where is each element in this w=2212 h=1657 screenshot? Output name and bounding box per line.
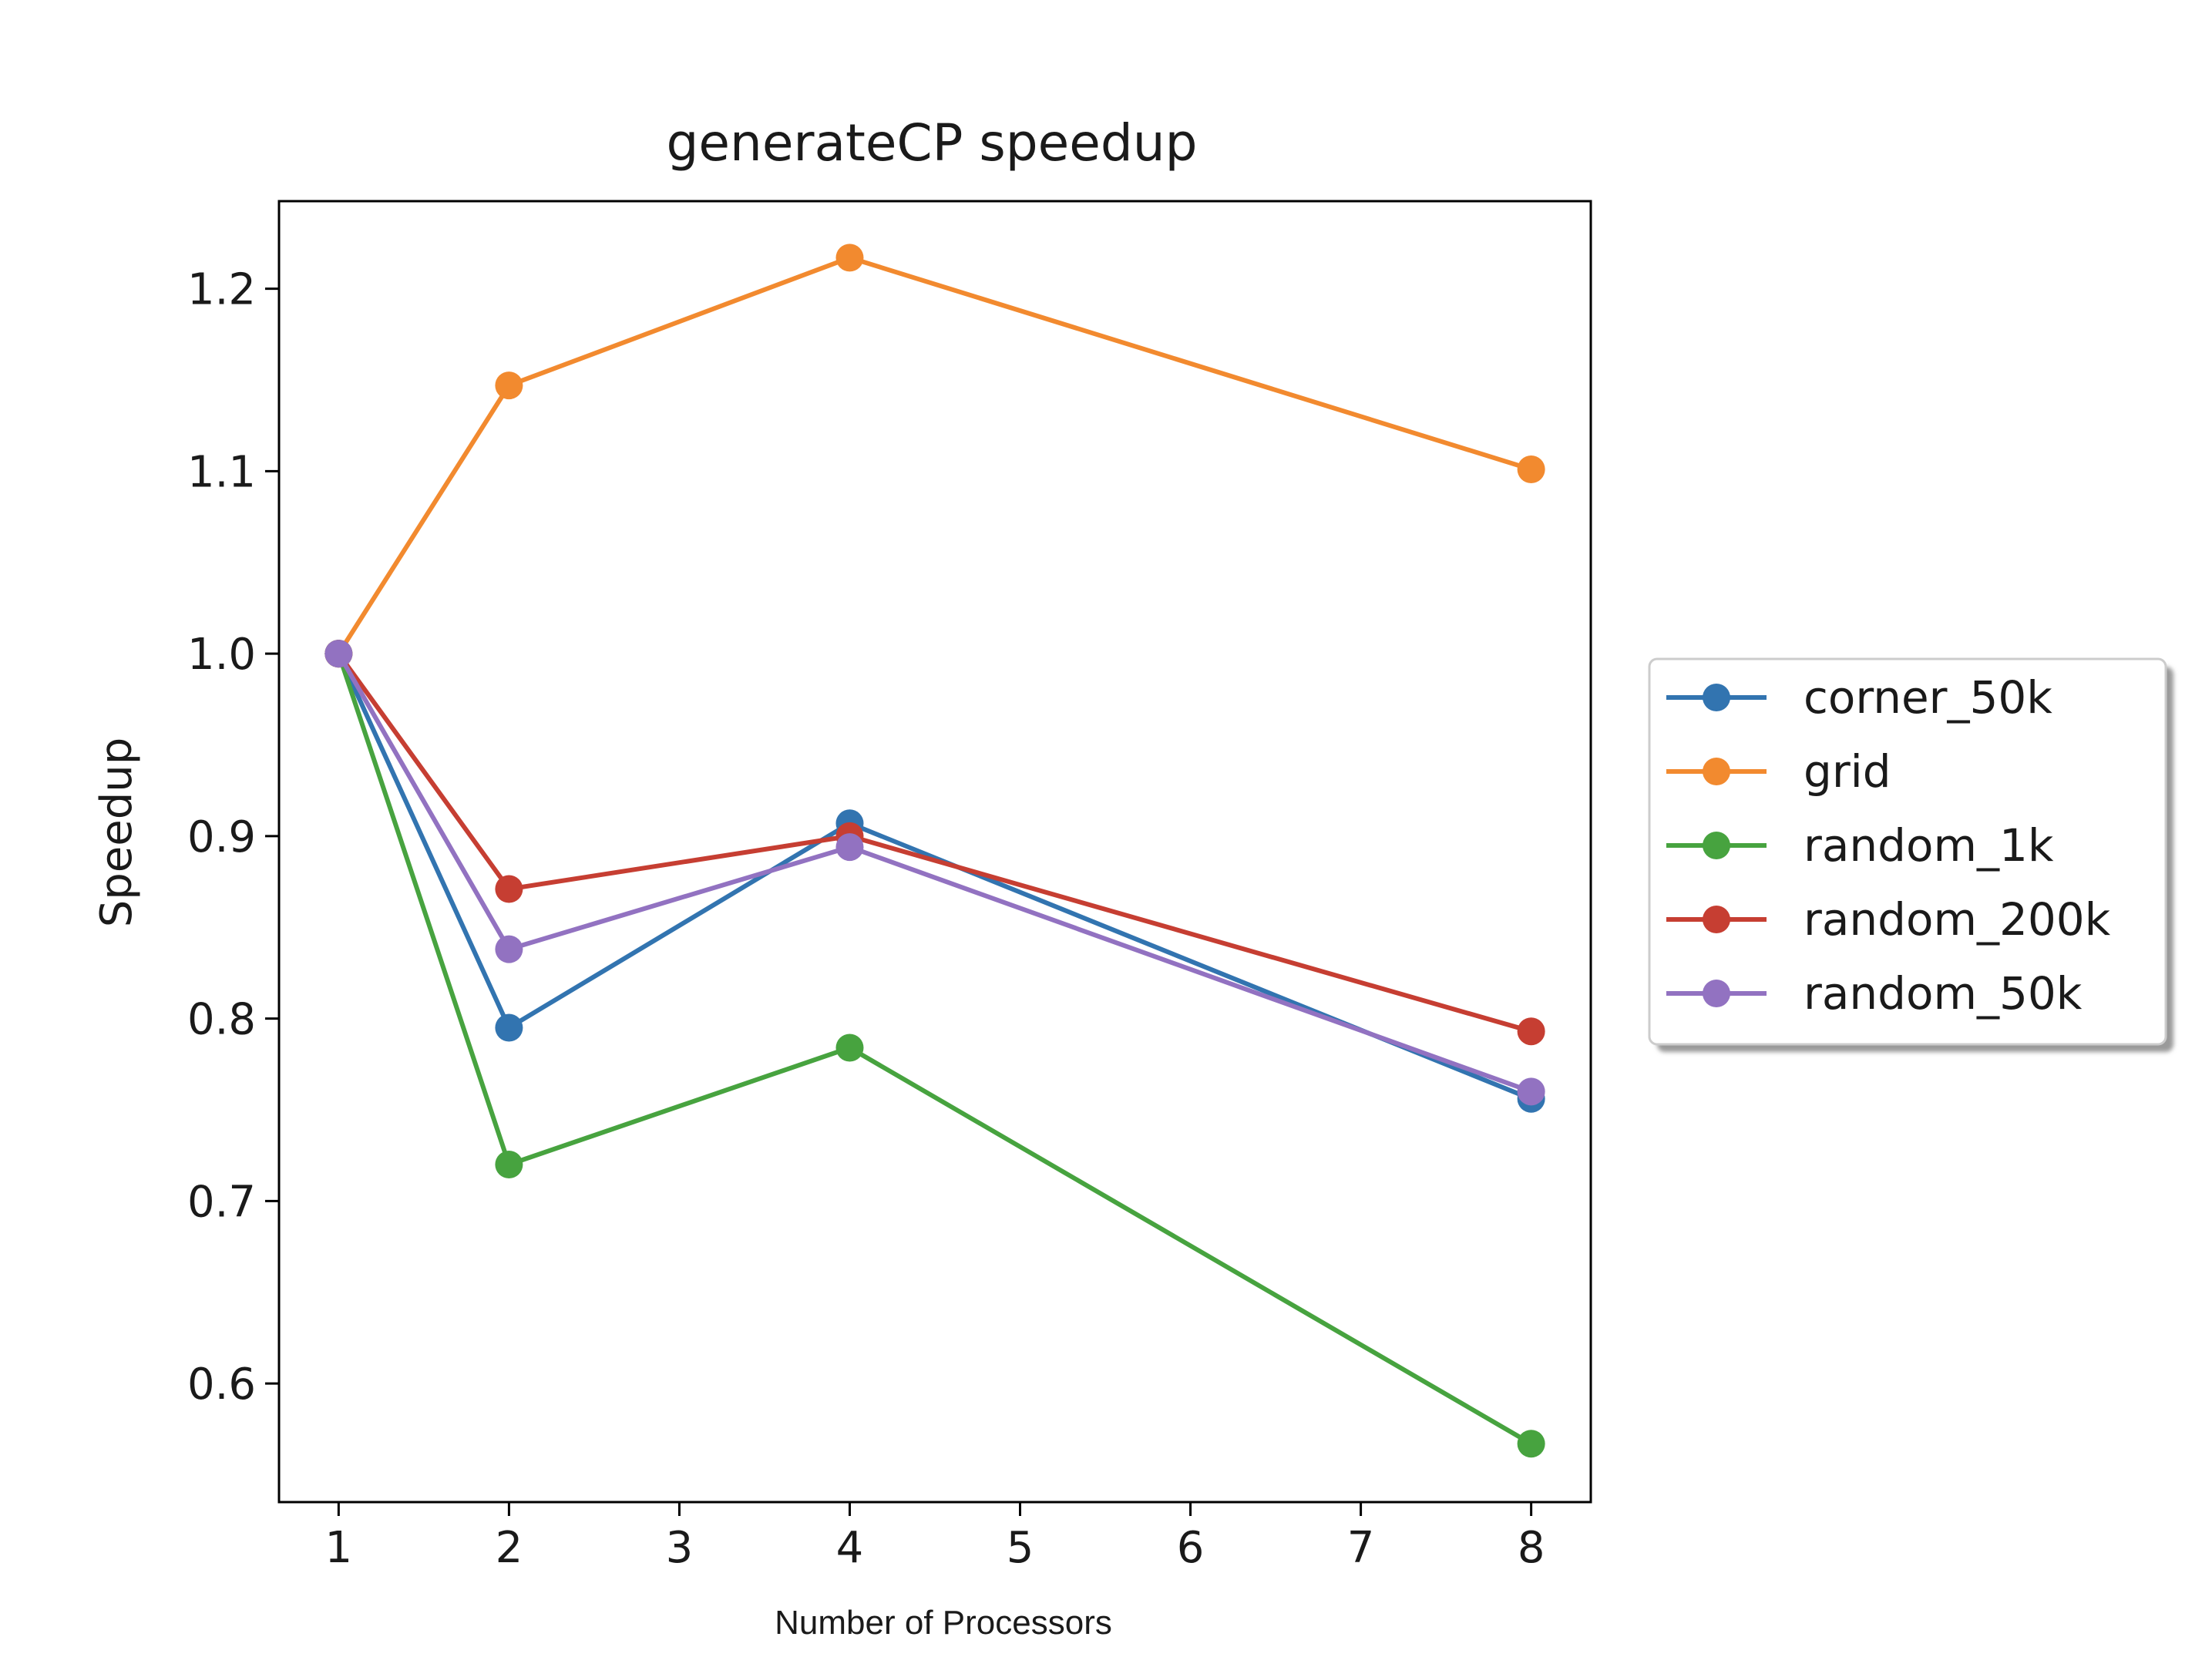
x-tick-label-8: 8 [1518, 1523, 1545, 1573]
legend-item-corner_50k: corner_50k [1666, 671, 2052, 724]
legend-box [1648, 657, 2167, 1046]
x-tick-label-5: 5 [1007, 1523, 1034, 1573]
x-tick-label-1: 1 [325, 1523, 353, 1573]
y-tick-label-0.7: 0.7 [187, 1177, 256, 1227]
x-tick-label-6: 6 [1177, 1523, 1205, 1573]
legend-marker-random_200k [1703, 906, 1730, 933]
data-point-random_50k-4 [835, 833, 864, 862]
legend-item-random_1k: random_1k [1666, 819, 2054, 872]
series-random_200k [324, 640, 1545, 1046]
series-line-grid [336, 255, 1532, 655]
series-random_50k [324, 640, 1545, 1106]
plot-area [277, 200, 1592, 1504]
series-random_1k [324, 640, 1545, 1458]
x-tick-label-7: 7 [1347, 1523, 1375, 1573]
series-grid [324, 244, 1545, 668]
x-axis-label: Number of Processors [775, 1604, 1112, 1642]
x-axis: 1 2 3 4 5 6 7 8 [325, 1502, 1545, 1573]
data-point-corner_50k-2 [495, 1013, 523, 1042]
legend-marker-corner_50k [1703, 684, 1730, 711]
data-point-random_1k-4 [835, 1034, 864, 1062]
y-tick-label-1.0: 1.0 [187, 630, 256, 680]
series-line-corner_50k [336, 652, 1532, 1101]
data-point-grid-4 [835, 244, 864, 272]
y-tick-label-0.9: 0.9 [187, 812, 256, 862]
series-line-random_200k [336, 652, 1532, 1034]
y-tick-label-1.2: 1.2 [187, 265, 256, 315]
data-point-grid-2 [495, 371, 523, 400]
legend-label-random_1k: random_1k [1804, 819, 2054, 872]
data-point-grid-8 [1517, 455, 1545, 484]
series-line-random_50k [336, 652, 1532, 1094]
data-point-random_50k-1 [324, 640, 353, 668]
data-point-random_50k-2 [495, 935, 523, 963]
x-tick-label-4: 4 [836, 1523, 864, 1573]
legend-label-corner_50k: corner_50k [1804, 671, 2052, 724]
y-axis: 0.6 0.7 0.8 0.9 1.0 1.1 1.2 [187, 265, 279, 1410]
legend-label-random_50k: random_50k [1804, 967, 2083, 1020]
legend-label-random_200k: random_200k [1804, 893, 2111, 946]
y-tick-label-0.6: 0.6 [187, 1360, 256, 1410]
y-tick-label-1.1: 1.1 [187, 447, 256, 497]
legend-marker-grid [1703, 758, 1730, 785]
series-lines [324, 244, 1545, 1458]
data-point-random_1k-8 [1517, 1430, 1545, 1458]
data-point-random_1k-2 [495, 1151, 523, 1179]
plot-frame [277, 200, 1592, 1504]
data-point-random_200k-2 [495, 875, 523, 903]
x-tick-label-3: 3 [666, 1523, 694, 1573]
y-axis-label: Speedup [92, 738, 142, 928]
legend-item-random_50k: random_50k [1666, 967, 2083, 1020]
legend-item-grid: grid [1666, 745, 1891, 798]
legend-item-random_200k: random_200k [1666, 893, 2111, 946]
data-point-random_50k-8 [1517, 1077, 1545, 1106]
chart-title: generateCP speedup [667, 113, 1198, 173]
data-point-random_200k-8 [1517, 1017, 1545, 1046]
x-tick-label-2: 2 [496, 1523, 523, 1573]
legend-marker-random_1k [1703, 832, 1730, 859]
y-tick-label-0.8: 0.8 [187, 995, 256, 1045]
legend-label-grid: grid [1804, 745, 1891, 798]
series-line-random_1k [336, 653, 1533, 1446]
legend-marker-random_50k [1703, 980, 1730, 1007]
